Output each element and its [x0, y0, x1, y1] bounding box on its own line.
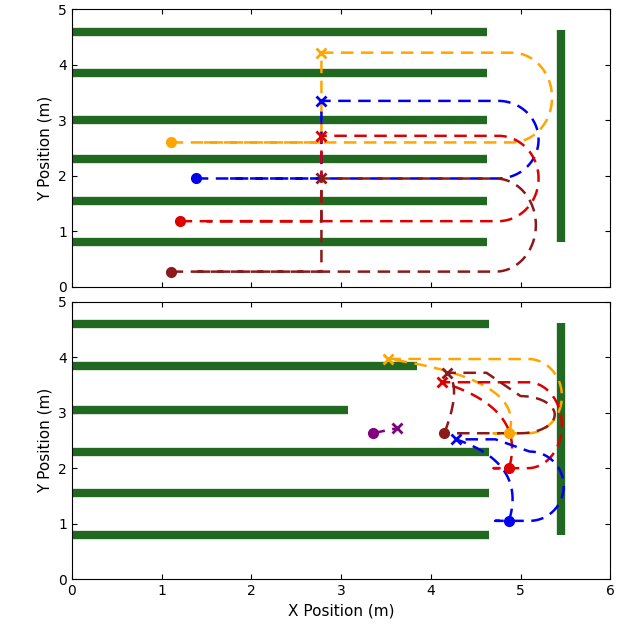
Y-axis label: Y Position (m): Y Position (m) — [38, 95, 53, 200]
X-axis label: X Position (m): X Position (m) — [288, 603, 394, 618]
Y-axis label: Y Position (m): Y Position (m) — [38, 388, 53, 493]
